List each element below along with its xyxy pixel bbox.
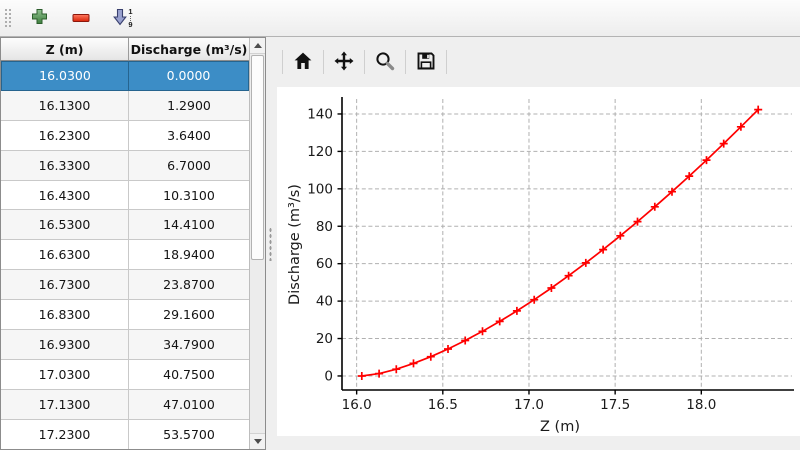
discharge-value-cell: 53.5700 <box>163 426 215 442</box>
svg-text:140: 140 <box>307 106 333 122</box>
discharge-value-cell: 3.6400 <box>167 127 211 143</box>
toolbar-separator <box>323 50 324 74</box>
discharge-value-cell: 34.7900 <box>163 336 215 352</box>
discharge-value-cell: 10.3100 <box>163 187 215 203</box>
triangle-up-icon <box>253 43 262 48</box>
table-row[interactable]: 17.0300 40.7500 <box>1 359 249 390</box>
table-row[interactable]: 16.2300 3.6400 <box>1 120 249 151</box>
add-row-button[interactable] <box>24 4 54 32</box>
z-value-cell: 16.7300 <box>1 270 129 300</box>
toolbar-separator <box>364 50 365 74</box>
z-value-cell: 16.9300 <box>1 330 129 359</box>
scrollbar-thumb[interactable] <box>251 55 264 260</box>
rating-table: Z (m) Discharge (m³/s) 16.0300 0.0000 16.1… <box>1 38 249 449</box>
table-row[interactable]: 16.5300 14.4100 <box>1 210 249 241</box>
home-icon <box>292 50 314 75</box>
discharge-value-cell: 14.4100 <box>163 217 215 233</box>
z-value-cell: 16.3300 <box>1 150 129 180</box>
svg-text:Discharge (m³/s): Discharge (m³/s) <box>287 184 303 305</box>
scroll-down-button[interactable] <box>250 433 265 449</box>
z-value-cell: 16.5300 <box>1 210 129 240</box>
sort-1-9-label: 1 9 <box>128 7 133 29</box>
triangle-down-icon <box>253 439 262 444</box>
magnifier-icon <box>374 50 396 75</box>
toolbar-separator <box>405 50 406 74</box>
scrollbar-track[interactable] <box>250 54 265 433</box>
table-row[interactable]: 17.1300 47.0100 <box>1 389 249 420</box>
scroll-up-button[interactable] <box>250 38 265 54</box>
discharge-value-cell: 0.0000 <box>166 68 211 84</box>
minus-icon <box>72 11 90 26</box>
table-header-row: Z (m) Discharge (m³/s) <box>1 38 249 61</box>
table-row[interactable]: 16.3300 6.7000 <box>1 150 249 181</box>
svg-text:40: 40 <box>316 294 333 310</box>
panel-splitter[interactable] <box>266 37 275 450</box>
table-row[interactable]: 16.4300 10.3100 <box>1 180 249 211</box>
z-value-cell: 16.0300 <box>2 62 129 90</box>
plot-navigation-toolbar <box>275 37 800 87</box>
toolbar-separator <box>446 50 447 74</box>
table-row[interactable]: 16.8300 29.1600 <box>1 300 249 331</box>
z-value-cell: 16.6300 <box>1 240 129 270</box>
svg-text:80: 80 <box>316 219 333 235</box>
column-header-discharge[interactable]: Discharge (m³/s) <box>130 41 248 57</box>
plot-panel: 16.0 16.5 17.0 17.5 18.0 0 20 40 60 80 100 120 140 Z … <box>275 37 800 450</box>
svg-text:17.5: 17.5 <box>600 397 630 413</box>
discharge-rating-chart: 16.0 16.5 17.0 17.5 18.0 0 20 40 60 80 100 120 140 Z … <box>287 97 794 435</box>
toolbar-separator <box>282 50 283 74</box>
svg-text:16.5: 16.5 <box>428 397 458 413</box>
table-row[interactable]: 16.9300 34.7900 <box>1 330 249 360</box>
table-row[interactable]: 16.7300 23.8700 <box>1 270 249 301</box>
discharge-value-cell: 23.8700 <box>163 277 215 293</box>
discharge-value-cell: 40.7500 <box>163 366 215 382</box>
sort-ascending-button[interactable]: 1 9 <box>108 4 138 32</box>
svg-text:16.0: 16.0 <box>342 397 372 413</box>
svg-text:17.0: 17.0 <box>514 397 544 413</box>
table-body: 16.0300 0.0000 16.1300 1.2900 16.2300 3.6400 1… <box>1 61 249 449</box>
z-value-cell: 16.1300 <box>1 90 129 120</box>
table-row[interactable]: 16.1300 1.2900 <box>1 90 249 121</box>
discharge-value-cell: 6.7000 <box>167 157 211 173</box>
remove-row-button[interactable] <box>66 4 96 32</box>
svg-text:18.0: 18.0 <box>686 397 716 413</box>
svg-text:0: 0 <box>324 368 333 384</box>
plus-icon <box>31 8 48 28</box>
discharge-value-cell: 18.9400 <box>163 247 215 263</box>
main-content: Z (m) Discharge (m³/s) 16.0300 0.0000 16.1… <box>0 37 800 450</box>
svg-text:20: 20 <box>316 331 333 347</box>
column-header-z[interactable]: Z (m) <box>1 38 129 60</box>
svg-text:120: 120 <box>307 144 333 160</box>
home-button[interactable] <box>287 46 319 78</box>
splitter-handle-icon <box>269 226 272 261</box>
z-value-cell: 16.8300 <box>1 300 129 330</box>
save-button[interactable] <box>410 46 442 78</box>
sort-arrow-icon <box>113 8 128 29</box>
svg-text:60: 60 <box>316 256 333 272</box>
discharge-value-cell: 47.0100 <box>163 396 215 412</box>
svg-text:Z (m): Z (m) <box>540 419 580 435</box>
z-value-cell: 16.4300 <box>1 180 129 210</box>
z-value-cell: 17.0300 <box>1 359 129 389</box>
table-row[interactable]: 16.0300 0.0000 <box>1 61 249 91</box>
zoom-button[interactable] <box>369 46 401 78</box>
toolbar-drag-handle[interactable] <box>4 7 12 29</box>
z-value-cell: 17.1300 <box>1 389 129 419</box>
rating-table-panel: Z (m) Discharge (m³/s) 16.0300 0.0000 16.1… <box>0 37 266 450</box>
svg-text:100: 100 <box>307 181 333 197</box>
table-row[interactable]: 17.2300 53.5700 <box>1 419 249 449</box>
pan-button[interactable] <box>328 46 360 78</box>
z-value-cell: 17.2300 <box>1 419 129 449</box>
pan-arrows-icon <box>333 50 355 75</box>
table-scrollbar <box>249 38 265 449</box>
discharge-value-cell: 1.2900 <box>167 97 211 113</box>
chart-canvas[interactable]: 16.0 16.5 17.0 17.5 18.0 0 20 40 60 80 100 120 140 Z … <box>277 87 800 436</box>
table-row[interactable]: 16.6300 18.9400 <box>1 240 249 271</box>
z-value-cell: 16.2300 <box>1 120 129 150</box>
discharge-value-cell: 29.1600 <box>163 307 215 323</box>
table-toolbar: 1 9 <box>0 0 800 37</box>
save-floppy-icon <box>415 50 437 75</box>
